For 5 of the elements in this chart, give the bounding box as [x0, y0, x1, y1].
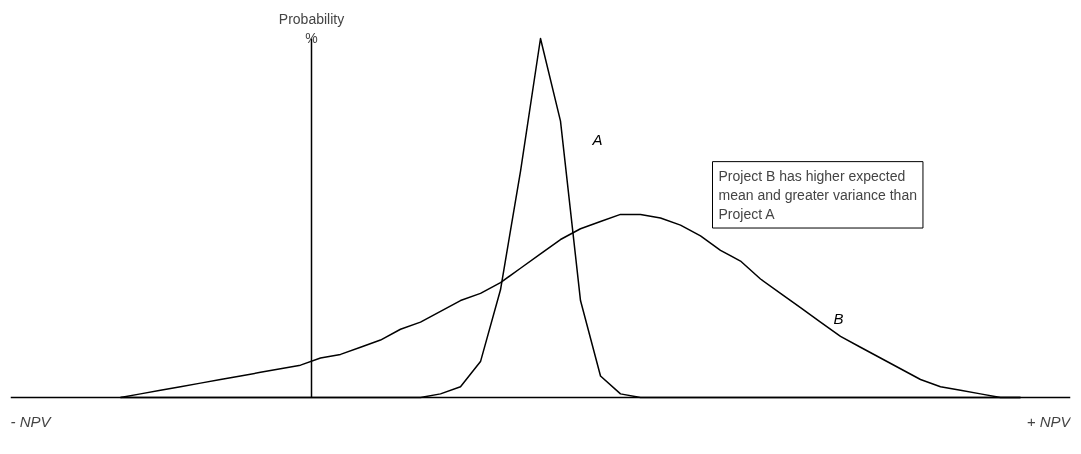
annotation: Project B has higher expected mean and greater variance than Project A: [718, 167, 917, 223]
series-label: A: [591, 130, 603, 148]
text: - NPV: [10, 413, 53, 431]
y-axis-title: Probability %: [278, 11, 345, 47]
series-label: B: [833, 310, 844, 327]
